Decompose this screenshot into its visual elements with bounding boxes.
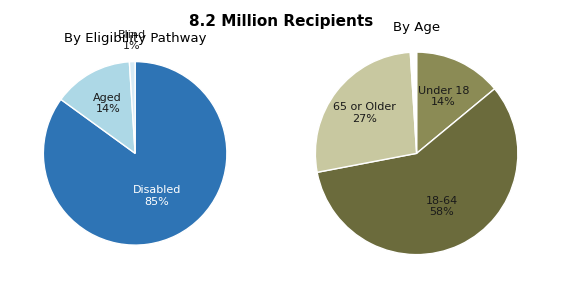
Wedge shape — [61, 62, 135, 153]
Text: Under 18
14%: Under 18 14% — [418, 86, 469, 107]
Wedge shape — [129, 62, 135, 153]
Wedge shape — [43, 62, 227, 245]
Title: By Age: By Age — [393, 21, 440, 34]
Wedge shape — [417, 52, 495, 153]
Wedge shape — [410, 52, 417, 153]
Text: 8.2 Million Recipients: 8.2 Million Recipients — [189, 14, 374, 29]
Wedge shape — [317, 89, 518, 255]
Text: Blind
1%: Blind 1% — [118, 30, 146, 51]
Text: Disabled
85%: Disabled 85% — [133, 185, 181, 207]
Text: 65 or Older
27%: 65 or Older 27% — [333, 102, 396, 124]
Title: By Eligibility Pathway: By Eligibility Pathway — [64, 32, 207, 45]
Text: Aged
14%: Aged 14% — [93, 93, 122, 114]
Text: 18-64
58%: 18-64 58% — [426, 196, 458, 217]
Wedge shape — [315, 52, 417, 172]
